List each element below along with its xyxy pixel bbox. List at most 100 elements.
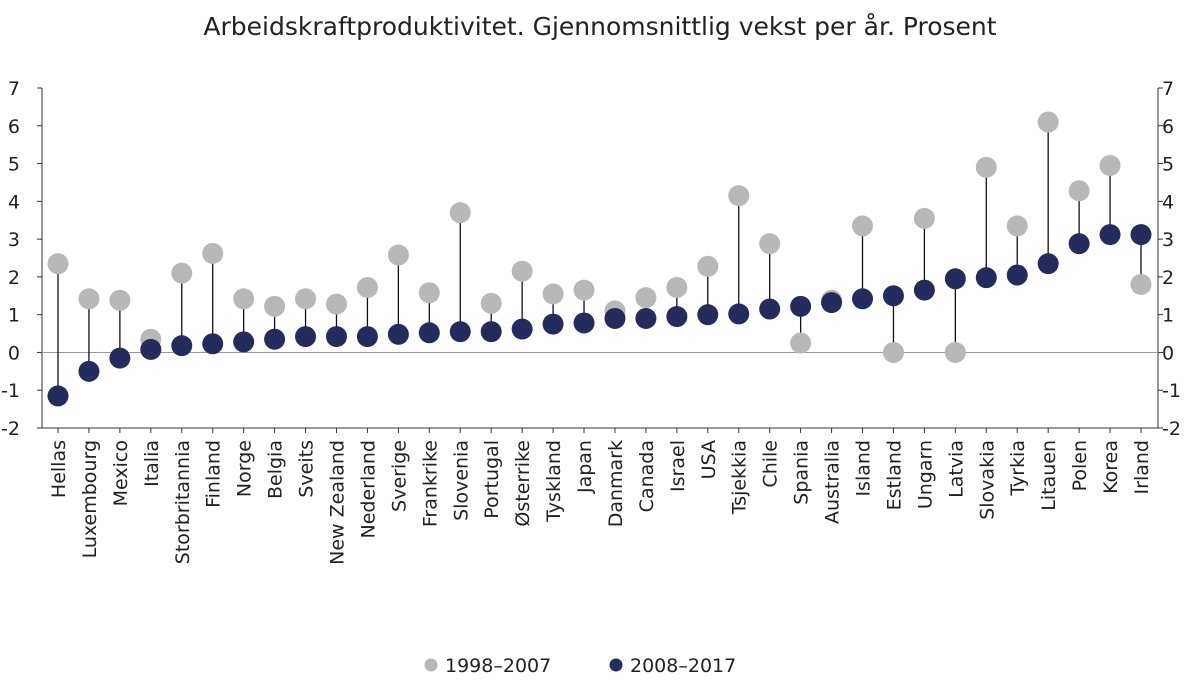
y-tick-label-left: 0 — [8, 342, 20, 364]
dot-1998-2007 — [1068, 180, 1090, 202]
legend-label-2008-2017: 2008–2017 — [630, 655, 736, 677]
dot-1998-2007 — [573, 279, 595, 301]
category-label: Norge — [234, 440, 256, 497]
dot-2008-2017 — [202, 333, 224, 355]
category-label: Tyrkia — [1007, 440, 1029, 497]
category-label: Finland — [203, 440, 225, 508]
dot-1998-2007 — [295, 288, 317, 310]
dot-2008-2017 — [542, 313, 564, 335]
category-label: Slovenia — [450, 440, 472, 521]
category-label: Luxembourg — [79, 440, 101, 558]
y-tick-label-left: 7 — [8, 78, 20, 100]
dot-1998-2007 — [1130, 273, 1152, 295]
dot-2008-2017 — [1130, 224, 1152, 246]
dot-2008-2017 — [1006, 264, 1028, 286]
dot-1998-2007 — [47, 253, 69, 275]
y-tick-label-left: -1 — [1, 380, 20, 402]
dot-2008-2017 — [233, 331, 255, 353]
category-label: Slovakia — [976, 440, 998, 520]
dot-1998-2007 — [790, 332, 812, 354]
dot-1998-2007 — [728, 185, 750, 207]
y-tick-label-left: 3 — [8, 229, 20, 251]
y-tick-label-left: 1 — [8, 305, 20, 327]
dot-1998-2007 — [975, 156, 997, 178]
dot-1998-2007 — [511, 260, 533, 282]
y-tick-label-left: -2 — [1, 418, 20, 440]
legend-label-1998-2007: 1998–2007 — [445, 655, 551, 677]
dot-1998-2007 — [913, 207, 935, 229]
category-label: Israel — [667, 440, 689, 492]
category-label: New Zealand — [326, 440, 348, 565]
dot-2008-2017 — [171, 335, 193, 357]
dot-1998-2007 — [233, 288, 255, 310]
dot-1998-2007 — [944, 341, 966, 363]
dot-1998-2007 — [325, 293, 347, 315]
dot-2008-2017 — [666, 306, 688, 328]
category-label: Hellas — [48, 440, 70, 498]
dot-1998-2007 — [418, 282, 440, 304]
y-tick-label-right: -1 — [1162, 380, 1181, 402]
dot-2008-2017 — [635, 307, 657, 329]
category-label: Chile — [760, 440, 782, 488]
dot-2008-2017 — [604, 307, 626, 329]
category-label: Canada — [636, 440, 658, 512]
dot-1998-2007 — [387, 244, 409, 266]
dot-1998-2007 — [1006, 215, 1028, 237]
dot-1998-2007 — [356, 276, 378, 298]
category-label: USA — [698, 440, 720, 479]
dot-2008-2017 — [1099, 224, 1121, 246]
category-label: Korea — [1100, 440, 1122, 494]
dot-2008-2017 — [47, 385, 69, 407]
dot-2008-2017 — [944, 268, 966, 290]
y-tick-label-left: 5 — [8, 154, 20, 176]
dot-2008-2017 — [821, 292, 843, 314]
dot-1998-2007 — [171, 262, 193, 284]
category-label: Østerrike — [512, 440, 534, 527]
dot-1998-2007 — [542, 283, 564, 305]
y-tick-label-right: 1 — [1162, 305, 1174, 327]
dot-2008-2017 — [295, 326, 317, 348]
category-label: Litauen — [1038, 440, 1060, 511]
category-label: Island — [853, 440, 875, 497]
category-label: Mexico — [110, 440, 132, 506]
category-label: Ungarn — [914, 440, 936, 509]
category-label: Sverige — [388, 440, 410, 512]
category-label: Polen — [1069, 440, 1091, 491]
dot-1998-2007 — [109, 289, 131, 311]
category-label: Latvia — [945, 440, 967, 498]
y-tick-label-right: 3 — [1162, 229, 1174, 251]
dot-1998-2007 — [759, 233, 781, 255]
chart-title: Arbeidskraftproduktivitet. Gjennomsnittl… — [203, 12, 997, 41]
y-tick-label-left: 6 — [8, 116, 20, 138]
y-tick-label-right: 2 — [1162, 267, 1174, 289]
dot-2008-2017 — [418, 322, 440, 344]
dot-1998-2007 — [480, 292, 502, 314]
dot-2008-2017 — [1037, 253, 1059, 275]
dot-2008-2017 — [882, 285, 904, 307]
y-tick-label-left: 2 — [8, 267, 20, 289]
dot-1998-2007 — [882, 341, 904, 363]
dot-1998-2007 — [697, 255, 719, 277]
dot-2008-2017 — [449, 321, 471, 343]
dot-2008-2017 — [573, 312, 595, 334]
dot-2008-2017 — [387, 323, 409, 345]
dot-2008-2017 — [759, 298, 781, 320]
category-label: Estland — [883, 440, 905, 510]
category-label: Sveits — [296, 440, 318, 498]
dot-2008-2017 — [325, 326, 347, 348]
dot-2008-2017 — [140, 338, 162, 360]
dot-1998-2007 — [852, 215, 874, 237]
y-tick-label-right: 4 — [1162, 191, 1174, 213]
dot-2008-2017 — [1068, 233, 1090, 255]
y-tick-label-right: 0 — [1162, 342, 1174, 364]
dot-2008-2017 — [264, 328, 286, 350]
category-label: Portugal — [481, 440, 503, 519]
dot-2008-2017 — [511, 318, 533, 340]
category-label: Nederland — [357, 440, 379, 539]
category-label: Storbritannia — [172, 440, 194, 564]
dot-1998-2007 — [666, 276, 688, 298]
dot-1998-2007 — [264, 295, 286, 317]
category-label: Australia — [822, 440, 844, 524]
dot-2008-2017 — [975, 267, 997, 289]
